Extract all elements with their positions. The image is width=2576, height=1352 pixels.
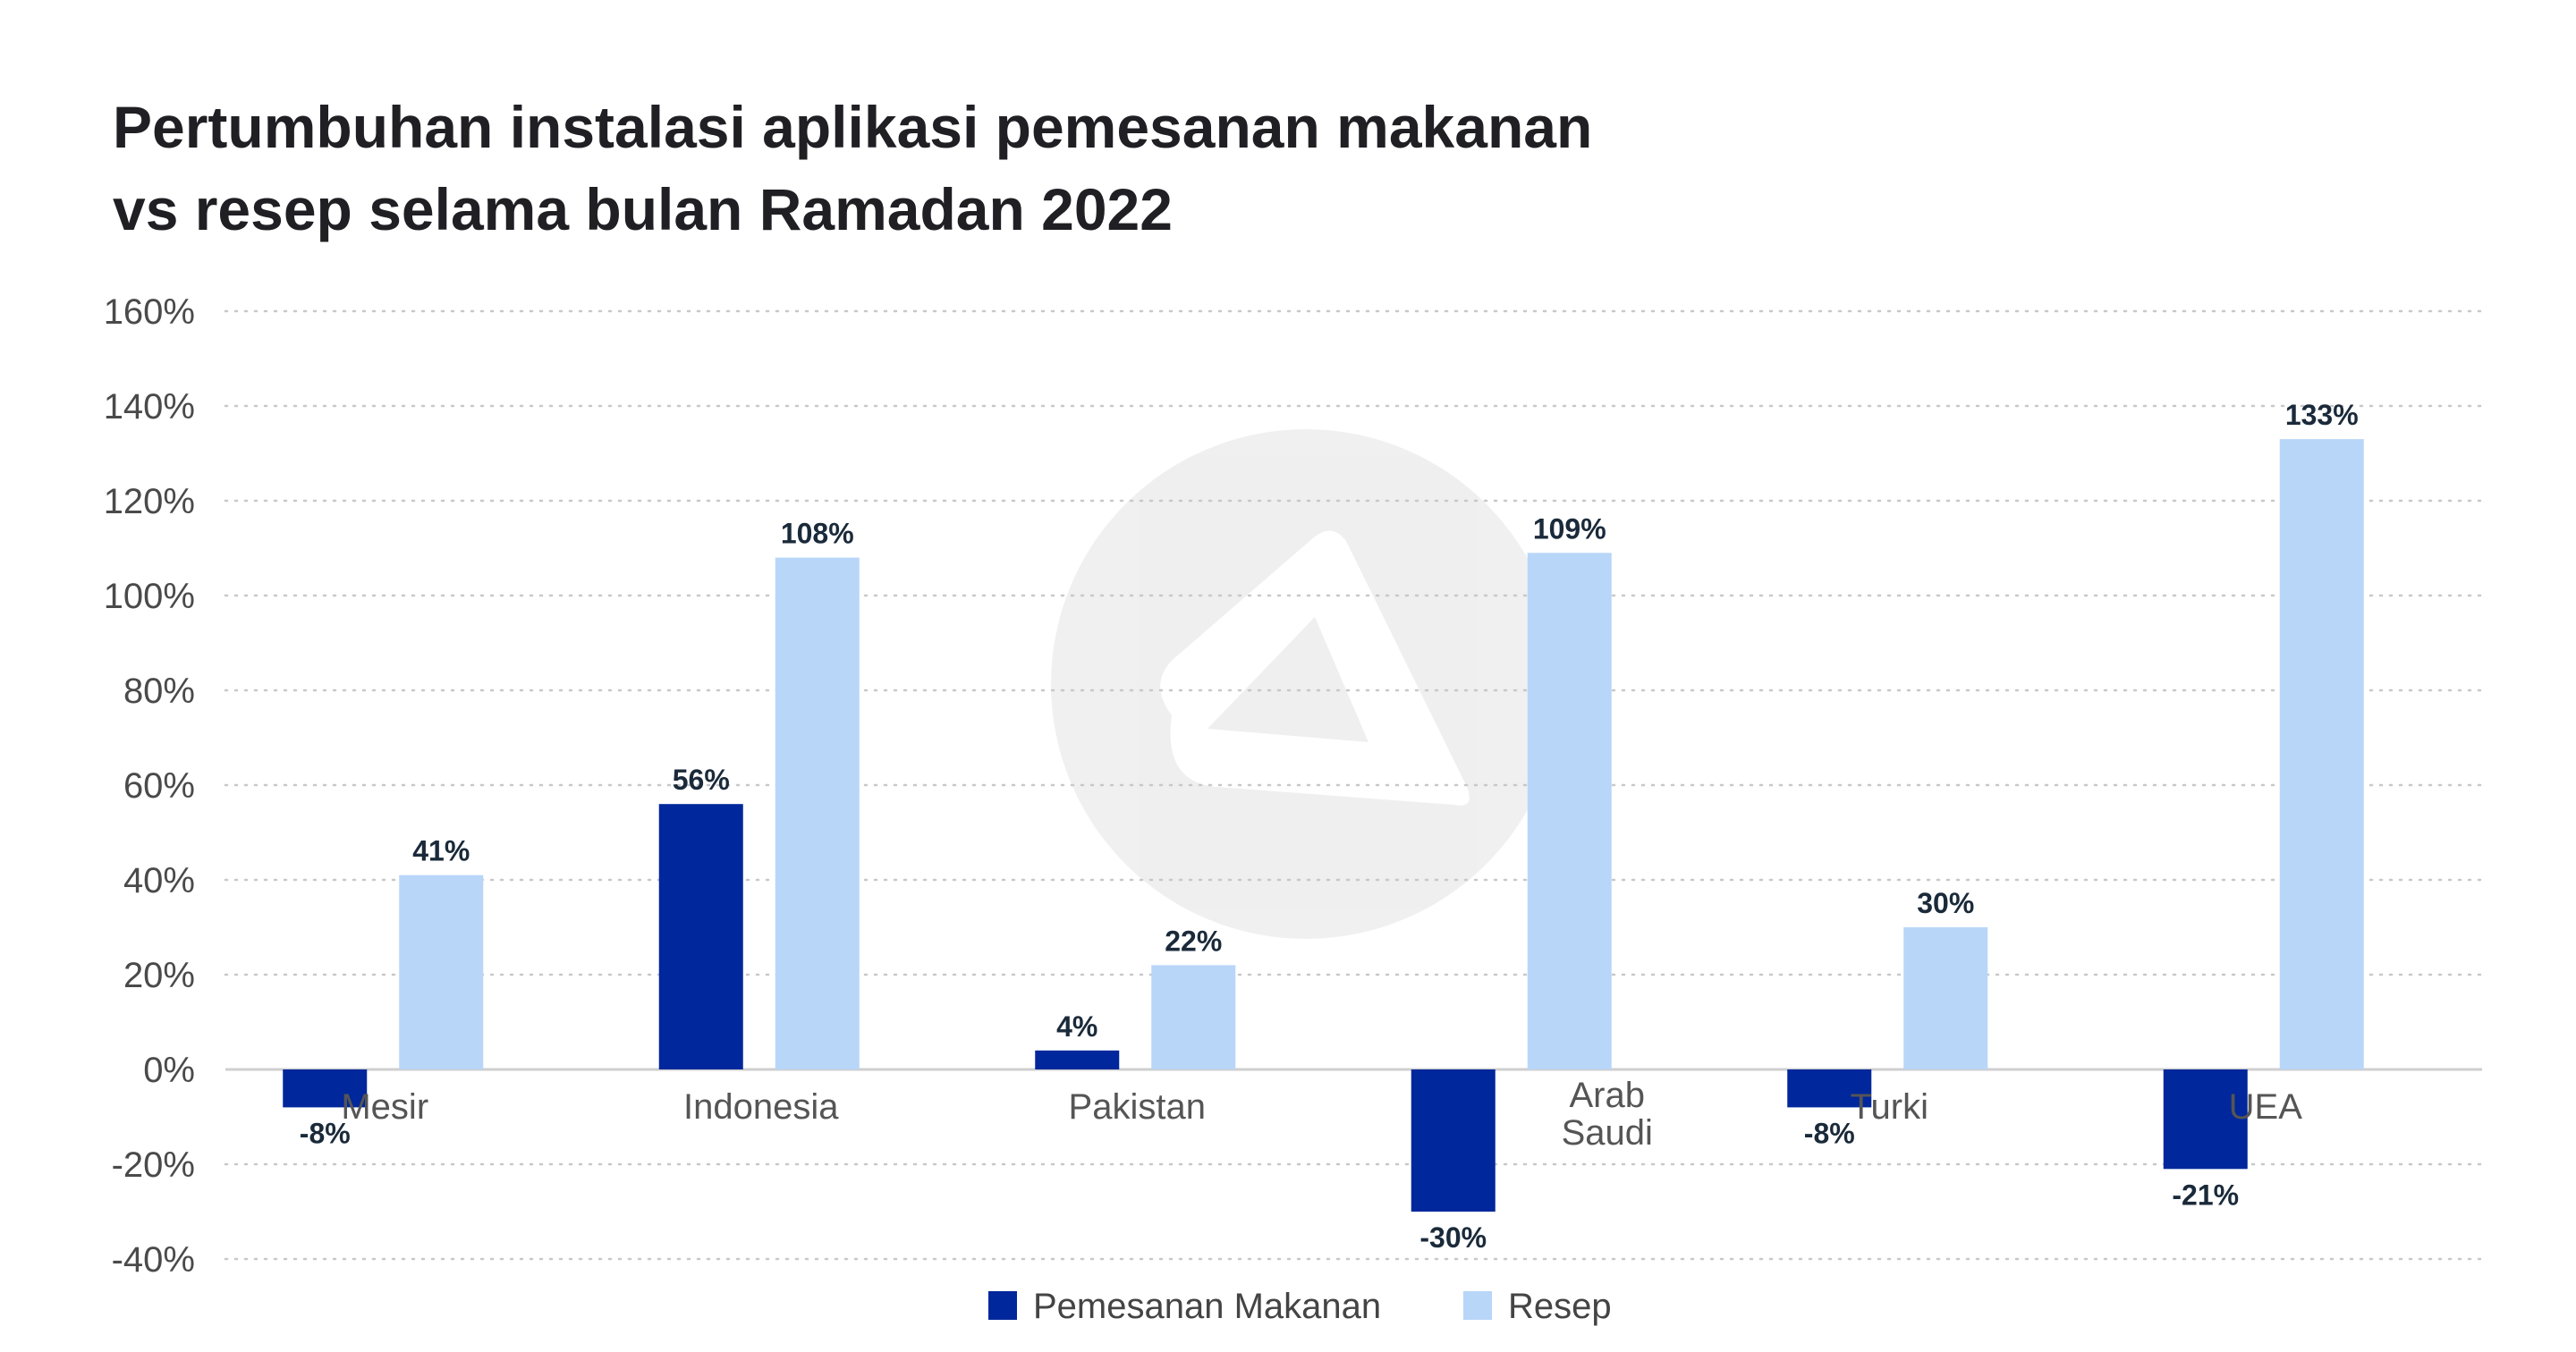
data-label: 109% (1533, 512, 1606, 545)
logo-icon (1051, 429, 1561, 939)
bar-pemesanan (1035, 1050, 1120, 1069)
y-tick-label: 160% (104, 292, 195, 332)
y-tick-label: 60% (123, 766, 195, 806)
chart-title-line-1: Pertumbuhan instalasi aplikasi pemesanan… (113, 94, 1593, 160)
legend-label: Pemesanan Makanan (1033, 1287, 1381, 1326)
x-category-label: UEA (2229, 1087, 2303, 1127)
data-label: 30% (1917, 887, 1974, 919)
data-label: 133% (2285, 399, 2359, 431)
y-tick-label: 40% (123, 861, 195, 900)
y-axis: 160% 140% 120% 100% 80% 60% 40% 20% 0% -20% -40% (104, 292, 195, 1280)
data-label: 108% (781, 518, 854, 550)
bar-resep (1527, 553, 1612, 1069)
data-label: -8% (300, 1117, 351, 1149)
data-label: 22% (1165, 925, 1222, 957)
x-category-label: Saudi (1562, 1113, 1653, 1153)
bar-resep (399, 875, 484, 1069)
data-label: 4% (1056, 1010, 1097, 1043)
y-tick-label: 0% (143, 1051, 195, 1090)
y-tick-label: 140% (104, 387, 195, 427)
gridlines (224, 309, 2484, 1261)
chart-title: Pertumbuhan instalasi aplikasi pemesanan… (113, 86, 2080, 250)
y-tick-label: 80% (123, 672, 195, 711)
legend-swatch (988, 1291, 1017, 1320)
x-category-label: Arab (1570, 1076, 1646, 1115)
data-label: 56% (673, 764, 730, 796)
bar-resep (2279, 439, 2364, 1070)
y-tick-label: -40% (112, 1240, 195, 1280)
y-tick-label: 120% (104, 482, 195, 521)
bar-pemesanan (1411, 1069, 1496, 1212)
bar-pemesanan (2163, 1069, 2248, 1170)
data-label: 41% (412, 835, 470, 867)
bar-pemesanan (283, 1069, 368, 1108)
data-label: -30% (1419, 1221, 1487, 1254)
chart-title-line-2: vs resep selama bulan Ramadan 2022 (113, 176, 1173, 242)
bar-pemesanan (1787, 1069, 1872, 1108)
bar-resep (775, 557, 860, 1069)
x-category-label: Mesir (341, 1087, 428, 1127)
y-tick-label: 100% (104, 577, 195, 616)
data-label: -21% (2172, 1179, 2239, 1211)
data-label: -8% (1804, 1117, 1855, 1149)
y-tick-label: -20% (112, 1145, 195, 1185)
legend-label: Resep (1508, 1287, 1612, 1326)
bar-pemesanan (658, 804, 743, 1069)
y-tick-label: 20% (123, 956, 195, 995)
data-labels: -8% 41% 56% 108% 4% 22% -30% 109% -8% 30% -21% 133% (300, 399, 2359, 1254)
x-category-label: Pakistan (1069, 1087, 1206, 1127)
bar-resep (1903, 927, 1988, 1069)
bars (283, 439, 2364, 1212)
legend-swatch (1463, 1291, 1492, 1320)
x-category-label: Turki (1851, 1087, 1928, 1127)
bar-resep (1151, 965, 1236, 1069)
x-category-label: Indonesia (683, 1087, 839, 1127)
legend: Pemesanan Makanan Resep (988, 1287, 1612, 1326)
